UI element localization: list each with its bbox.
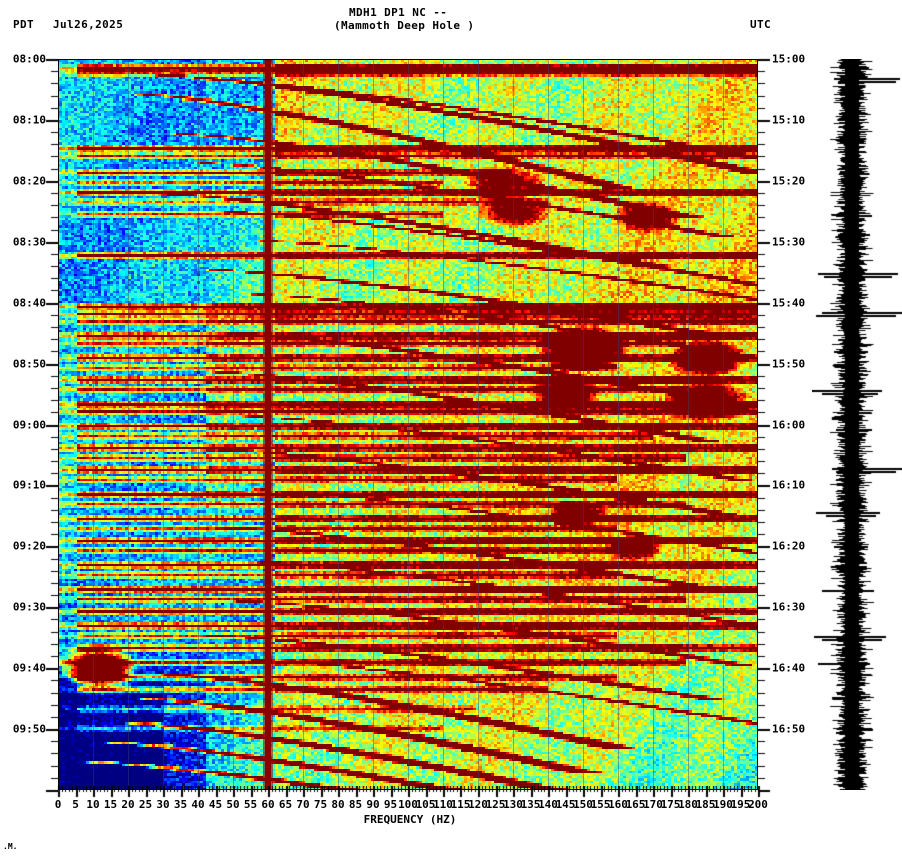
left-time-tick-label: 09:00 — [12, 418, 46, 431]
frequency-tick-label: 20 — [121, 798, 135, 811]
frequency-tick-label: 0 — [54, 798, 62, 811]
station-subtitle: (Mammoth Deep Hole ) — [334, 19, 475, 32]
right-time-tick-label: 16:10 — [772, 478, 806, 492]
frequency-tick-label: 80 — [331, 798, 345, 811]
frequency-axis — [40, 786, 780, 812]
right-time-tick-label: 16:40 — [772, 661, 806, 675]
right-time-tick-label: 15:30 — [772, 235, 806, 249]
frequency-tick-label: 160 — [608, 798, 628, 811]
frequency-tick-label: 200 — [748, 798, 768, 811]
frequency-tick-label: 25 — [138, 798, 153, 811]
right-time-tick-label: 15:20 — [772, 174, 806, 188]
right-time-tick-label: 16:00 — [772, 418, 806, 431]
frequency-tick-label: 155 — [590, 798, 611, 811]
corner-mark: .M. — [3, 842, 18, 851]
left-time-tick-label: 09:30 — [12, 600, 46, 614]
frequency-tick-label: 45 — [208, 798, 223, 811]
left-time-tick-label: 09:40 — [12, 661, 46, 675]
spectrogram-canvas[interactable] — [58, 59, 758, 790]
frequency-tick-label: 130 — [503, 798, 523, 811]
left-time-tick-label: 08:40 — [12, 296, 46, 310]
frequency-tick-label: 165 — [625, 798, 646, 811]
frequency-tick-label: 15 — [103, 798, 118, 811]
frequency-tick-label: 170 — [643, 798, 663, 811]
frequency-tick-label: 140 — [538, 798, 558, 811]
frequency-tick-label: 30 — [156, 798, 170, 811]
frequency-tick-label: 105 — [415, 798, 436, 811]
header: PDT Jul26,2025 MDH1 DP1 NC -- (Mammoth D… — [0, 0, 902, 46]
left-time-tick-label: 08:00 — [12, 52, 46, 66]
left-time-tick-label: 08:50 — [12, 357, 46, 371]
frequency-tick-label: 95 — [383, 798, 398, 811]
left-time-tick-label: 09:10 — [12, 478, 46, 492]
frequency-tick-label: 35 — [173, 798, 188, 811]
date-label: Jul26,2025 — [53, 18, 124, 31]
right-time-tick-label: 15:50 — [772, 357, 806, 371]
frequency-tick-label: 180 — [678, 798, 698, 811]
frequency-tick-label: 110 — [433, 798, 453, 811]
frequency-tick-label: 195 — [730, 798, 751, 811]
left-time-tick-label: 08:10 — [12, 113, 46, 127]
local-timezone-label: PDT — [13, 18, 35, 31]
left-time-tick-label: 08:20 — [12, 174, 46, 188]
right-time-tick-label: 16:20 — [772, 539, 806, 553]
frequency-tick-label: 145 — [555, 798, 576, 811]
frequency-tick-label: 75 — [313, 798, 328, 811]
frequency-tick-label: 65 — [278, 798, 293, 811]
frequency-tick-label: 90 — [366, 798, 380, 811]
frequency-tick-label: 5 — [72, 798, 79, 811]
right-time-tick-label: 15:00 — [772, 52, 806, 66]
left-time-tick-label: 08:30 — [12, 235, 46, 249]
frequency-tick-label: 115 — [450, 798, 471, 811]
left-time-tick-label: 09:20 — [12, 539, 46, 553]
frequency-tick-label: 40 — [191, 798, 205, 811]
frequency-tick-label: 150 — [573, 798, 593, 811]
frequency-tick-label: 100 — [398, 798, 418, 811]
station-title: MDH1 DP1 NC -- — [349, 6, 448, 19]
frequency-tick-label: 135 — [520, 798, 541, 811]
right-time-tick-label: 15:40 — [772, 296, 806, 310]
right-time-tick-label: 15:10 — [772, 113, 806, 127]
frequency-tick-label: 175 — [660, 798, 681, 811]
left-time-tick-label: 09:50 — [12, 722, 46, 736]
frequency-tick-label: 55 — [243, 798, 258, 811]
seismogram-trace — [812, 59, 902, 790]
frequency-axis-title: FREQUENCY (HZ) — [363, 813, 457, 826]
right-time-tick-label: 16:50 — [772, 722, 806, 736]
frequency-tick-label: 70 — [296, 798, 310, 811]
frequency-tick-label: 125 — [485, 798, 506, 811]
frequency-tick-label: 85 — [348, 798, 363, 811]
frequency-tick-label: 60 — [261, 798, 275, 811]
left-time-axis: 08:00 08:10 08:20 08:30 08:40 08:50 09:00 09:10… — [0, 50, 58, 800]
frequency-tick-label: 10 — [86, 798, 100, 811]
spectrogram-plot[interactable] — [58, 59, 758, 790]
right-time-tick-label: 16:30 — [772, 600, 806, 614]
utc-timezone-label: UTC — [750, 18, 772, 31]
frequency-tick-labels: 0 5 10 15 20 25 30 35 40 45 50 55 60 65 70 75 80 85 90 95 10… — [0, 798, 902, 814]
frequency-tick-label: 190 — [713, 798, 733, 811]
frequency-tick-label: 50 — [226, 798, 240, 811]
seismogram-trace-canvas — [812, 59, 902, 790]
frequency-tick-label: 185 — [695, 798, 716, 811]
frequency-tick-label: 120 — [468, 798, 488, 811]
